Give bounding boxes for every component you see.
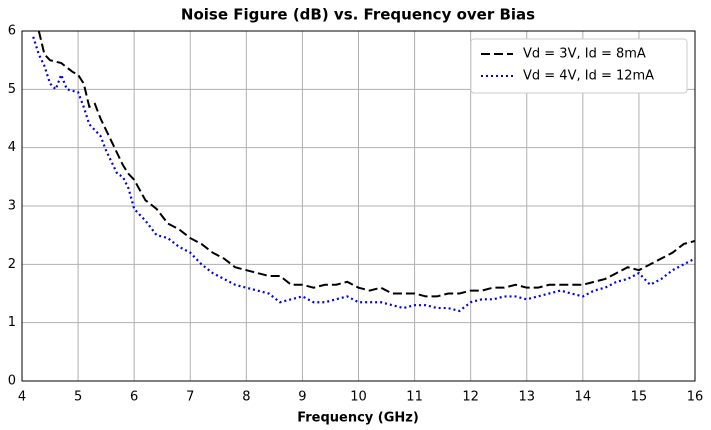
- x-tick-label: 12: [462, 390, 479, 405]
- x-tick-label: 7: [186, 390, 194, 405]
- y-tick-label: 6: [8, 24, 16, 39]
- legend-box: [470, 38, 688, 94]
- y-tick-label: 1: [8, 315, 16, 330]
- x-tick-label: 8: [242, 390, 250, 405]
- x-axis-label: Frequency (GHz): [297, 411, 419, 426]
- x-tick-label: 10: [350, 390, 367, 405]
- legend: Vd = 3V, Id = 8mA Vd = 4V, Id = 12mA: [470, 38, 688, 94]
- x-tick-label: 9: [298, 390, 306, 405]
- y-tick-label: 0: [8, 374, 16, 389]
- y-tick-label: 2: [8, 257, 16, 272]
- series-line: [37, 31, 695, 298]
- y-tick-label: 5: [8, 82, 16, 97]
- y-tick-label: 4: [8, 140, 16, 155]
- legend-label: Vd = 3V, Id = 8mA: [523, 47, 646, 62]
- x-tick-label: 16: [687, 390, 704, 405]
- x-tick-label: 5: [74, 390, 82, 405]
- y-tick-label: 3: [8, 199, 16, 214]
- x-tick-label: 15: [631, 390, 648, 405]
- x-tick-label: 13: [518, 390, 535, 405]
- series-line: [32, 36, 695, 313]
- plot-lines: [32, 31, 695, 313]
- x-tick-label: 6: [130, 390, 138, 405]
- x-tick-label: 14: [575, 390, 592, 405]
- plot-frame: [21, 30, 696, 382]
- legend-label: Vd = 4V, Id = 12mA: [523, 69, 654, 84]
- x-tick-label: 4: [18, 390, 26, 405]
- chart-title: Noise Figure (dB) vs. Frequency over Bia…: [181, 6, 535, 24]
- x-tick-label: 11: [406, 390, 423, 405]
